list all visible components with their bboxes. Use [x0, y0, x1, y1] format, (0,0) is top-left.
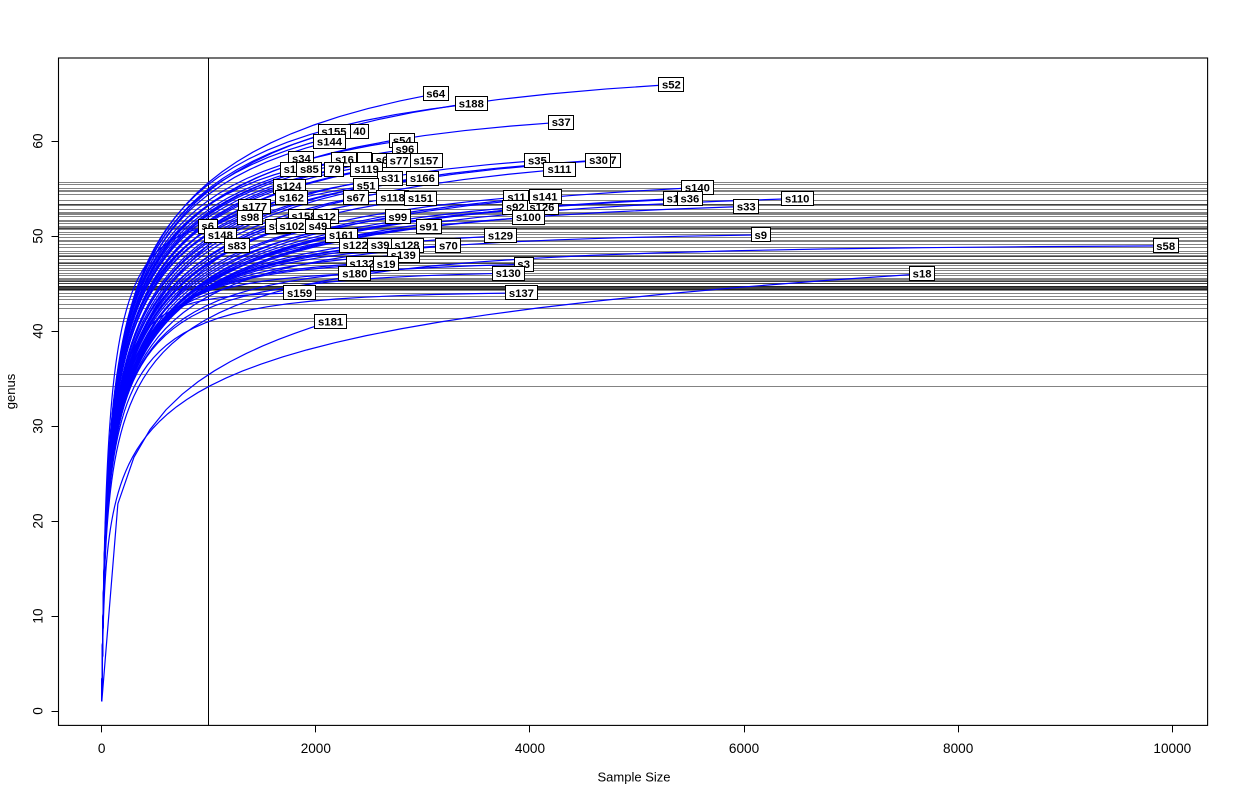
svg-text:s58: s58: [1156, 241, 1175, 253]
svg-text:60: 60: [31, 133, 46, 149]
svg-text:s157: s157: [413, 156, 438, 168]
svg-text:s77: s77: [390, 156, 409, 168]
svg-text:s51: s51: [357, 181, 376, 193]
svg-text:s122: s122: [343, 240, 368, 252]
svg-text:0: 0: [98, 741, 106, 756]
svg-text:s162: s162: [279, 193, 304, 205]
svg-text:s83: s83: [227, 240, 246, 252]
svg-text:40: 40: [31, 323, 46, 339]
svg-text:s144: s144: [317, 136, 343, 148]
svg-text:10: 10: [31, 608, 46, 624]
svg-text:8000: 8000: [943, 741, 974, 756]
svg-text:s129: s129: [488, 231, 513, 243]
svg-text:0: 0: [31, 707, 46, 715]
svg-text:s39: s39: [371, 240, 390, 252]
svg-text:s35: s35: [528, 155, 547, 167]
svg-text:s141: s141: [532, 192, 557, 204]
svg-text:s130: s130: [496, 268, 521, 280]
svg-text:2000: 2000: [301, 741, 332, 756]
svg-text:s31: s31: [381, 173, 400, 185]
svg-text:Sample Size: Sample Size: [598, 770, 671, 785]
svg-text:s180: s180: [342, 269, 367, 281]
svg-text:s85: s85: [300, 164, 319, 176]
svg-text:s118: s118: [380, 193, 405, 205]
svg-text:s70: s70: [439, 240, 458, 252]
svg-text:10000: 10000: [1153, 741, 1191, 756]
svg-text:s119: s119: [354, 164, 379, 176]
svg-text:s37: s37: [552, 117, 571, 129]
svg-text:s52: s52: [662, 79, 681, 91]
svg-text:s99: s99: [388, 212, 407, 224]
svg-text:s188: s188: [459, 99, 484, 111]
svg-text:s181: s181: [318, 316, 343, 328]
svg-text:s102: s102: [279, 221, 304, 233]
svg-text:s91: s91: [419, 221, 438, 233]
svg-text:4000: 4000: [515, 741, 546, 756]
svg-text:genus: genus: [3, 373, 18, 409]
svg-text:s9: s9: [755, 230, 768, 242]
svg-text:s67: s67: [346, 192, 365, 204]
svg-text:s98: s98: [240, 212, 259, 224]
svg-text:20: 20: [31, 513, 46, 529]
svg-text:s64: s64: [426, 89, 446, 101]
svg-text:79: 79: [328, 164, 341, 176]
svg-text:50: 50: [31, 228, 46, 244]
svg-text:s49: s49: [308, 221, 327, 233]
svg-text:s100: s100: [516, 212, 541, 224]
svg-text:s159: s159: [287, 288, 312, 300]
svg-text:6000: 6000: [729, 741, 760, 756]
svg-text:s111: s111: [548, 164, 572, 176]
svg-text:s30: s30: [589, 155, 608, 167]
svg-text:40: 40: [353, 126, 366, 138]
svg-text:s33: s33: [737, 201, 756, 213]
svg-text:s110: s110: [785, 193, 810, 205]
svg-text:30: 30: [31, 418, 46, 434]
svg-text:s137: s137: [509, 288, 534, 300]
svg-text:s151: s151: [408, 193, 433, 205]
svg-text:s36: s36: [680, 193, 699, 205]
svg-text:s19: s19: [377, 259, 396, 271]
svg-text:s166: s166: [410, 173, 435, 185]
svg-text:s18: s18: [913, 269, 932, 281]
